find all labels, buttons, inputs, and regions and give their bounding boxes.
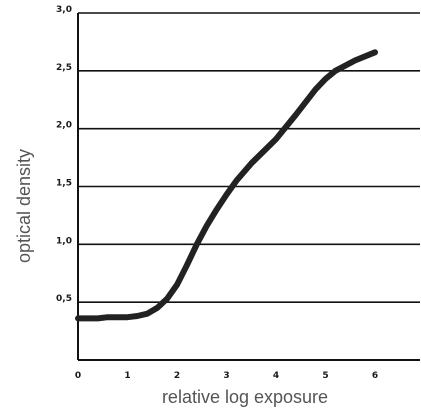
y-tick-label: 2,0: [56, 121, 72, 131]
y-tick-label: 1,0: [56, 236, 72, 246]
y-axis-label: optical density: [14, 149, 34, 263]
x-tick-label: 0: [75, 371, 81, 381]
y-tick-label: 0,5: [56, 294, 72, 304]
x-axis-label: relative log exposure: [162, 387, 328, 407]
gridlines: [78, 12, 420, 303]
x-tick-labels: 0 1 2 3 4 5 6: [75, 371, 378, 381]
y-tick-labels: 0,5 1,0 1,5 2,0 2,5 3,0: [56, 5, 72, 304]
y-tick-label: 2,5: [56, 63, 72, 73]
y-tick-label: 3,0: [56, 5, 72, 15]
x-tick-label: 3: [223, 371, 229, 381]
y-tick-label: 1,5: [56, 179, 72, 189]
x-tick-label: 6: [372, 371, 378, 381]
x-tick-label: 4: [273, 371, 279, 381]
x-tick-label: 1: [124, 371, 130, 381]
x-tick-label: 2: [174, 371, 180, 381]
density-curve: [75, 49, 378, 322]
x-tick-label: 5: [322, 371, 328, 381]
